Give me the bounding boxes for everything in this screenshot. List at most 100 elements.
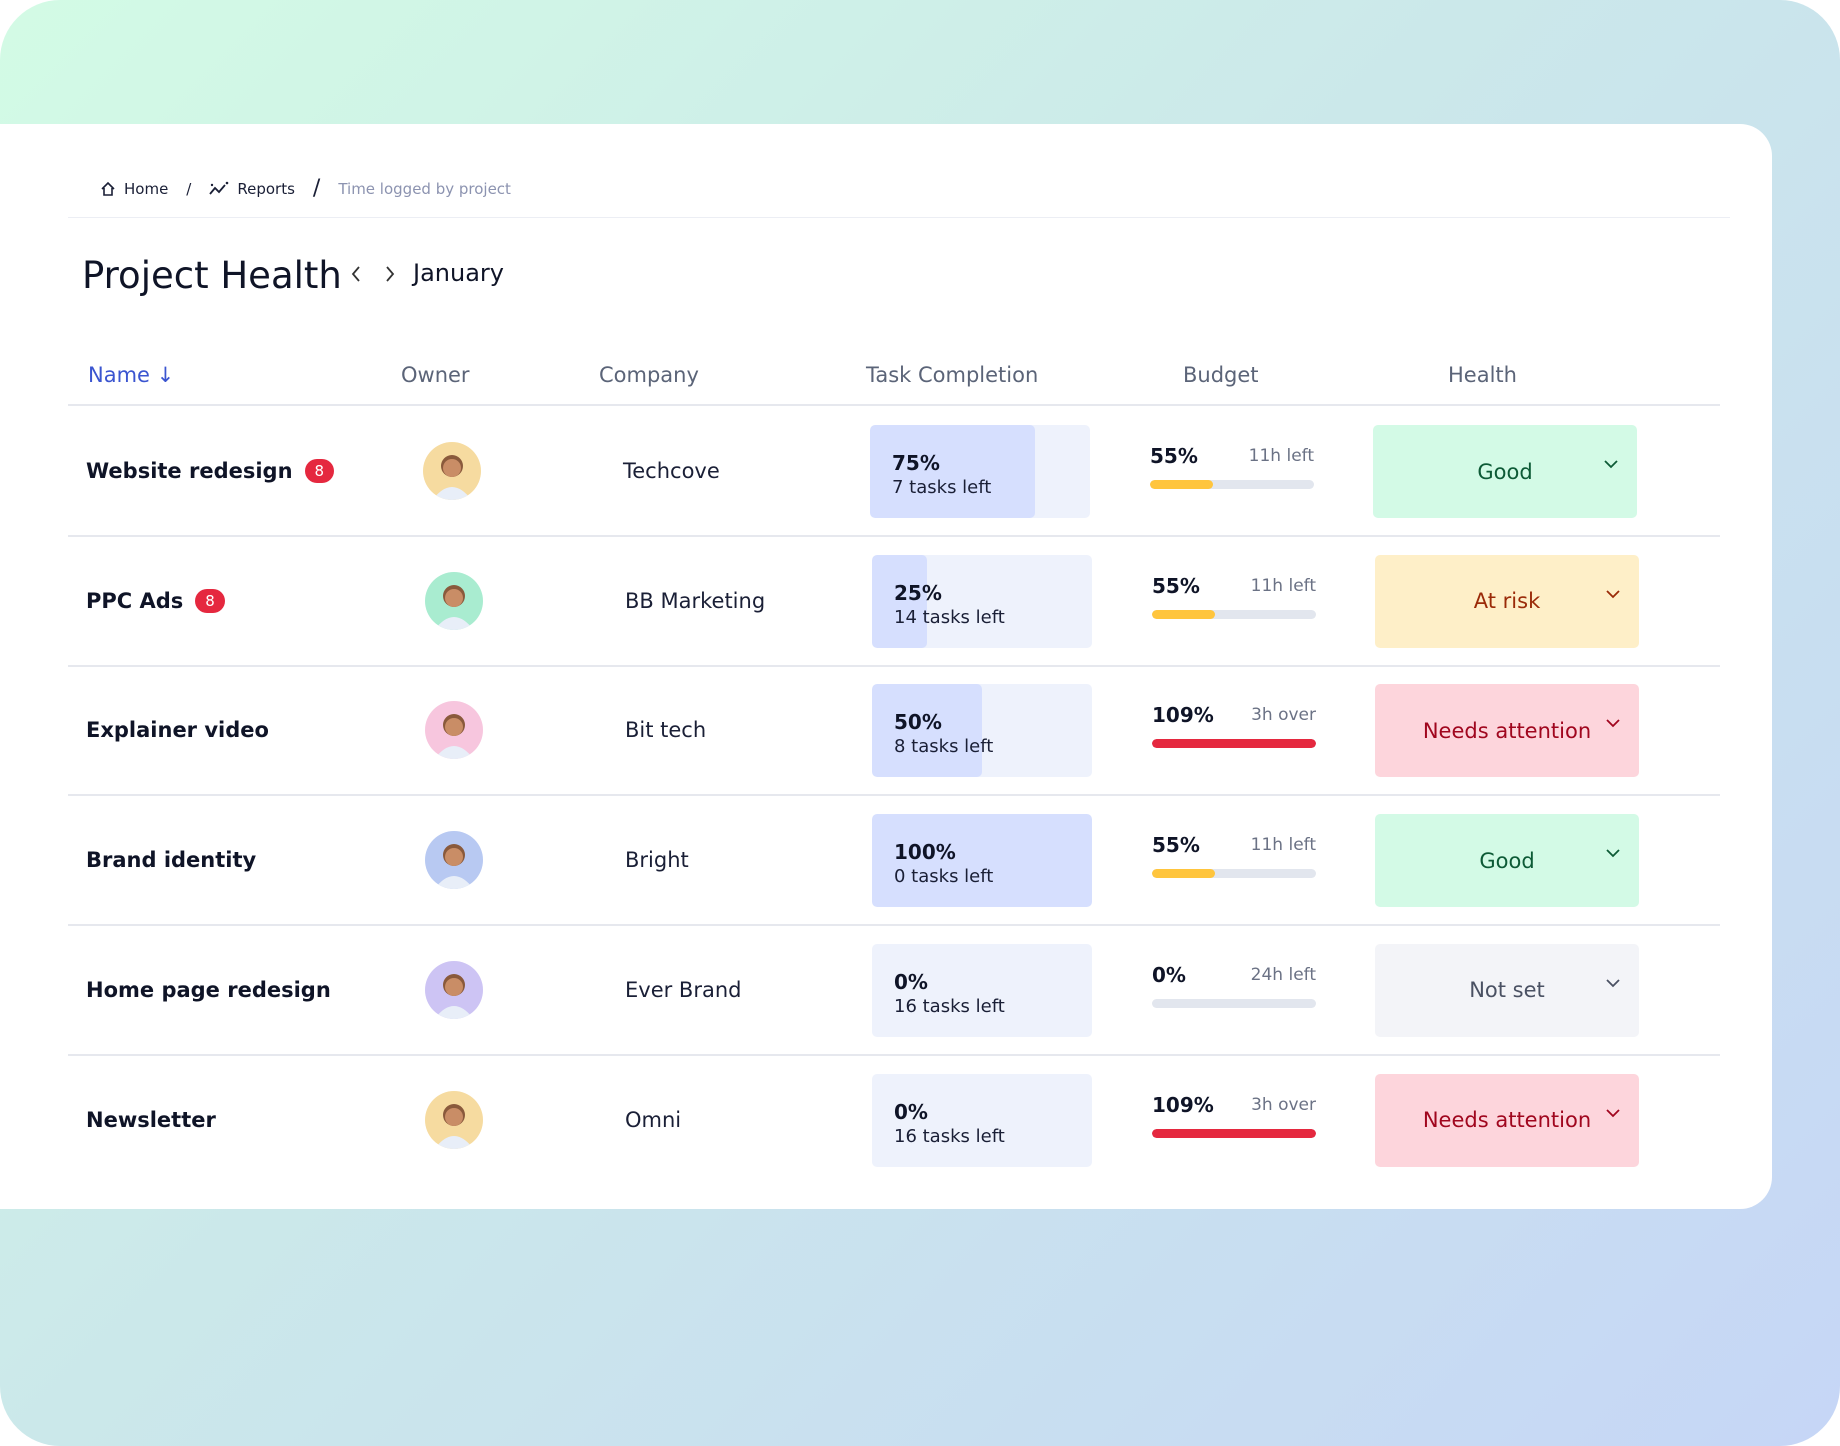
budget-cell: 109% 3h over — [1152, 1093, 1316, 1138]
health-dropdown[interactable]: Needs attention — [1375, 1073, 1639, 1167]
table-row[interactable]: Website redesign 8 Techcove 75% 7 tasks l… — [0, 406, 1772, 537]
page-title: Project Health — [82, 254, 342, 297]
project-name-label: Brand identity — [86, 848, 257, 873]
budget-percent: 55% — [1152, 573, 1200, 598]
tasks-left: 7 tasks left — [892, 477, 992, 498]
month-label: January — [413, 259, 504, 287]
breadcrumb-home[interactable]: Home — [124, 179, 169, 198]
budget-bar — [1150, 480, 1314, 489]
table-row[interactable]: Explainer video Bit tech 50% 8 tasks lef… — [0, 665, 1772, 797]
task-progress-fill — [872, 554, 927, 648]
project-name[interactable]: Website redesign 8 — [86, 459, 335, 483]
company-name: Omni — [625, 1107, 682, 1132]
person-icon — [434, 714, 474, 760]
breadcrumb-reports[interactable]: Reports — [237, 179, 295, 198]
health-label: Not set — [1469, 978, 1545, 1003]
owner-avatar[interactable] — [423, 442, 481, 500]
person-icon — [434, 973, 474, 1019]
divider — [68, 924, 1720, 927]
prev-month-button[interactable] — [350, 264, 362, 284]
person-icon — [434, 844, 474, 890]
task-percent: 25% — [894, 580, 942, 605]
table-row[interactable]: PPC Ads 8 BB Marketing 25% 14 tasks left … — [0, 536, 1772, 667]
company-name: BB Marketing — [625, 588, 766, 613]
budget-note: 3h over — [1251, 1094, 1316, 1115]
task-completion-cell: 0% 16 tasks left — [872, 1073, 1092, 1167]
person-icon — [432, 455, 472, 500]
column-owner: Owner — [401, 363, 470, 387]
chevron-down-icon — [1606, 979, 1620, 988]
project-name-label: Explainer video — [86, 718, 269, 743]
budget-percent: 55% — [1152, 833, 1200, 858]
budget-percent: 109% — [1152, 703, 1214, 728]
owner-avatar[interactable] — [425, 701, 483, 760]
divider — [68, 217, 1730, 218]
owner-avatar[interactable] — [425, 571, 483, 630]
breadcrumb-current: Time logged by project — [338, 179, 511, 198]
task-progress-fill — [870, 425, 1035, 518]
budget-note: 3h over — [1251, 705, 1316, 726]
column-company: Company — [599, 363, 699, 387]
divider — [68, 404, 1720, 406]
divider — [68, 794, 1720, 797]
task-completion-cell: 50% 8 tasks left — [872, 684, 1092, 778]
budget-bar-fill — [1152, 1128, 1316, 1138]
sort-down-icon: ↓ — [156, 363, 175, 387]
health-dropdown[interactable]: Good — [1373, 425, 1637, 518]
project-name[interactable]: Home page redesign — [86, 978, 331, 1002]
project-name[interactable]: Brand identity — [86, 848, 256, 872]
chevron-down-icon — [1606, 849, 1620, 858]
health-label: Good — [1479, 848, 1535, 873]
budget-note: 11h left — [1250, 575, 1316, 596]
divider — [68, 535, 1720, 537]
health-label: Needs attention — [1422, 1108, 1592, 1132]
company-name: Techcove — [623, 459, 720, 483]
owner-avatar[interactable] — [425, 960, 483, 1019]
project-name[interactable]: Explainer video — [86, 718, 269, 742]
project-name[interactable]: Newsletter — [86, 1108, 216, 1132]
breadcrumb: Home / Reports / Time logged by project — [100, 176, 511, 201]
table-row[interactable]: Home page redesign Ever Brand 0% 16 task… — [0, 925, 1772, 1056]
budget-bar — [1152, 869, 1316, 879]
tasks-left: 0 tasks left — [894, 866, 994, 888]
task-percent: 0% — [894, 1099, 928, 1124]
budget-cell: 55% 11h left — [1152, 833, 1316, 879]
budget-percent: 0% — [1152, 962, 1186, 987]
owner-avatar[interactable] — [425, 1090, 483, 1149]
reports-icon — [209, 181, 229, 195]
health-label: Needs attention — [1422, 718, 1592, 743]
owner-avatar[interactable] — [425, 831, 483, 890]
budget-bar — [1152, 739, 1316, 749]
person-icon — [434, 1103, 474, 1149]
breadcrumb-separator: / — [186, 179, 192, 198]
breadcrumb-separator: / — [312, 176, 321, 201]
divider — [68, 1053, 1720, 1056]
budget-percent: 55% — [1150, 444, 1198, 468]
task-progress-fill — [872, 814, 1092, 908]
budget-note: 11h left — [1250, 835, 1316, 856]
health-dropdown[interactable]: Good — [1375, 814, 1639, 908]
project-name-label: Newsletter — [86, 1107, 216, 1132]
task-completion-cell: 100% 0 tasks left — [872, 814, 1092, 908]
chevron-down-icon — [1604, 460, 1618, 469]
table-row[interactable]: Brand identity Bright 100% 0 tasks left … — [0, 795, 1772, 927]
project-name[interactable]: PPC Ads 8 — [86, 588, 225, 613]
health-dropdown[interactable]: At risk — [1375, 554, 1639, 648]
project-name-label: PPC Ads — [86, 588, 184, 613]
budget-note: 24h left — [1250, 964, 1316, 985]
budget-cell: 55% 11h left — [1152, 574, 1316, 619]
project-name-label: Website redesign — [86, 459, 293, 483]
notification-badge: 8 — [195, 588, 225, 613]
column-name-sort[interactable]: Name ↓ — [88, 363, 174, 387]
table-row[interactable]: Newsletter Omni 0% 16 tasks left 109% 3h… — [0, 1055, 1772, 1185]
tasks-left: 8 tasks left — [894, 736, 994, 758]
health-dropdown[interactable]: Needs attention — [1375, 684, 1639, 778]
notification-badge: 8 — [304, 459, 335, 483]
budget-cell: 109% 3h over — [1152, 703, 1316, 749]
task-percent: 50% — [894, 710, 942, 735]
health-dropdown[interactable]: Not set — [1375, 943, 1639, 1037]
next-month-button[interactable] — [384, 264, 396, 284]
budget-note: 11h left — [1248, 446, 1314, 466]
budget-bar — [1152, 609, 1316, 619]
task-completion-cell: 25% 14 tasks left — [872, 554, 1092, 648]
